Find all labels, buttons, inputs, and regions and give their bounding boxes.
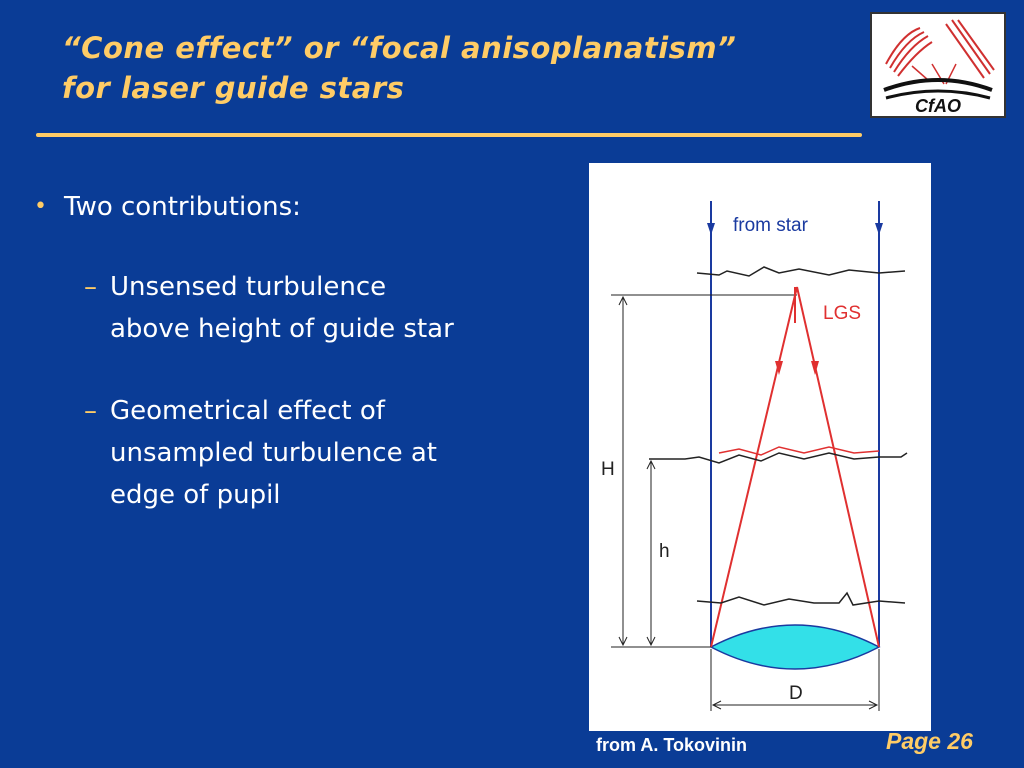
bullet-item: • Two contributions:	[34, 186, 554, 228]
sub-bullet-text: Geometrical effect of	[110, 396, 385, 426]
sub-bullet-text: unsampled turbulence at	[110, 438, 437, 468]
page-number: Page 26	[886, 728, 973, 754]
slide-title: “Cone effect” or “focal anisoplanatism” …	[62, 28, 862, 108]
bullet-list: • Two contributions: – Unsensed turbulen…	[34, 186, 554, 516]
cone-effect-diagram: from star LGS H h D	[589, 163, 931, 731]
H-label: H	[601, 459, 615, 480]
title-divider	[36, 133, 862, 137]
sub-bullet-dash: –	[84, 396, 97, 426]
title-line-2: for laser guide stars	[62, 71, 405, 105]
bullet-text: Two contributions:	[64, 192, 301, 222]
bullet-dot: •	[34, 194, 47, 219]
from-star-label: from star	[733, 215, 809, 236]
turbulence-layer-top	[696, 266, 906, 277]
sub-bullet-item: – Unsensed turbulence above height of gu…	[84, 266, 554, 350]
pupil-lens	[709, 624, 881, 670]
figure-credit: from A. Tokovinin	[596, 735, 747, 755]
turbulence-layer-bottom	[696, 591, 906, 606]
sub-bullet-text: edge of pupil	[110, 480, 281, 510]
lgs-arrow-right	[811, 361, 819, 375]
cfao-logo-graphic: CfAO	[883, 19, 995, 116]
turbulence-layer-middle	[649, 452, 908, 464]
sub-bullet-item: – Geometrical effect of unsampled turbul…	[84, 390, 554, 516]
cfao-logo: CfAO	[870, 12, 1006, 118]
cfao-logo-text: CfAO	[915, 96, 961, 116]
lgs-label: LGS	[823, 303, 861, 324]
D-label: D	[789, 683, 803, 704]
lgs-ray-left	[710, 286, 798, 648]
sub-bullet-text: above height of guide star	[110, 314, 454, 344]
title-line-1: “Cone effect” or “focal anisoplanatism”	[62, 31, 737, 65]
sub-bullet-text: Unsensed turbulence	[110, 272, 387, 302]
star-arrow-left	[707, 223, 715, 235]
diagram-graphic: from star LGS H h D	[601, 201, 908, 711]
sensed-turbulence-trace	[718, 446, 880, 456]
lgs-arrow-left	[775, 361, 783, 375]
lgs-ray-right	[796, 286, 880, 648]
sub-bullet-dash: –	[84, 272, 97, 302]
h-label: h	[659, 541, 670, 562]
star-arrow-right	[875, 223, 883, 235]
